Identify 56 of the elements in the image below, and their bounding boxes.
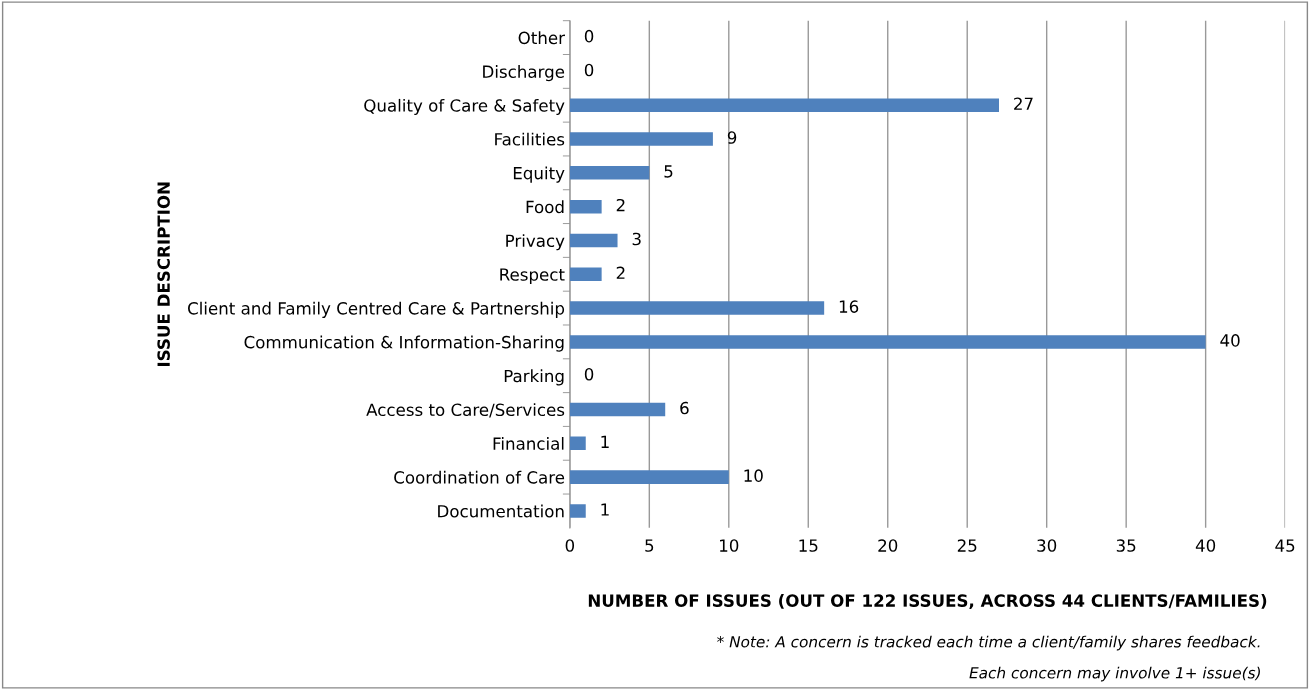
data-label: 1 xyxy=(601,435,609,448)
x-tick-label: 25 xyxy=(957,539,977,552)
y-tick-label: Documentation xyxy=(438,504,564,518)
x-tick-label: 5 xyxy=(645,539,654,552)
y-tick-label: Parking xyxy=(504,369,564,386)
bar xyxy=(569,166,650,180)
data-label: 0 xyxy=(584,63,594,77)
data-label: 6 xyxy=(680,401,689,415)
y-tick-label: Coordination of Care xyxy=(394,470,565,484)
data-label: 27 xyxy=(1014,97,1033,110)
x-tick-label: 0 xyxy=(565,539,575,552)
y-tick-label: Other xyxy=(518,31,565,45)
text: * Note: A concern is tracked each time a client/family shares feedback. xyxy=(717,635,1260,651)
y-tick-label: Client and Family Centred Care & Partnership xyxy=(187,301,565,318)
bar xyxy=(569,470,729,484)
data-label: 1 xyxy=(601,503,609,516)
bar xyxy=(569,98,1000,112)
text: Each concern may involve 1+ issue(s) xyxy=(969,666,1260,682)
y-tick-label: Discharge xyxy=(483,65,565,82)
data-label: 3 xyxy=(632,232,641,246)
y-tick-label: Respect xyxy=(500,268,565,285)
x-tick-label: 10 xyxy=(720,539,739,552)
bar xyxy=(569,199,602,214)
data-label: 0 xyxy=(584,367,594,381)
y-tick-label: Communication & Information-Sharing xyxy=(244,335,564,352)
bar xyxy=(569,233,618,248)
data-label: 2 xyxy=(616,198,625,212)
x-tick-label: 30 xyxy=(1037,539,1057,552)
x-tick-label: 20 xyxy=(878,539,898,552)
bar xyxy=(569,301,825,315)
data-label: 2 xyxy=(616,266,625,279)
y-tick-label: Food xyxy=(526,200,564,214)
data-label: 10 xyxy=(744,469,763,482)
y-tick-label: Privacy xyxy=(506,234,565,251)
bar xyxy=(569,402,666,417)
bar xyxy=(569,267,602,282)
data-label: 9 xyxy=(727,131,737,144)
data-label: 16 xyxy=(839,300,859,313)
y-tick-label: Equity xyxy=(513,166,565,183)
y-axis-title: ISSUE DESCRIPTION xyxy=(157,182,170,367)
bar xyxy=(569,504,586,518)
y-tick-label: Access to Care/Services xyxy=(366,403,565,418)
data-label: 40 xyxy=(1220,334,1240,347)
x-tick-label: 40 xyxy=(1195,539,1216,552)
y-tick-label: Financial xyxy=(493,436,564,450)
y-tick-label: Facilities xyxy=(495,132,565,146)
bar xyxy=(569,436,586,451)
data-label: 0 xyxy=(584,29,594,43)
x-tick-label: 35 xyxy=(1116,539,1136,552)
x-tick-label: 45 xyxy=(1275,539,1295,552)
x-tick-label: 15 xyxy=(799,539,818,552)
data-label: 5 xyxy=(664,165,673,178)
y-tick-label: Quality of Care & Safety xyxy=(364,98,565,116)
bar xyxy=(569,335,1206,349)
bar xyxy=(569,132,713,146)
x-axis-title: NUMBER OF ISSUES (OUT OF 122 ISSUES, ACROSS 44 CLIENTS/FAMILIES) xyxy=(588,594,1267,610)
